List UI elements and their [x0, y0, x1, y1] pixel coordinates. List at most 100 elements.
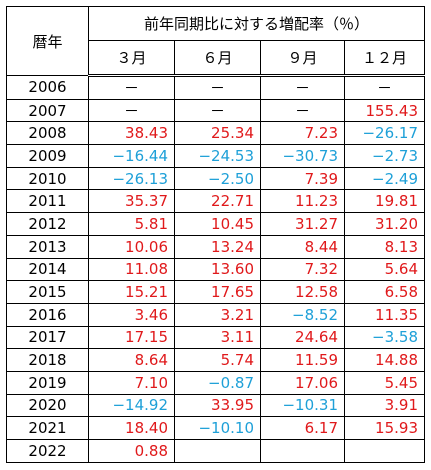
value-cell: 8.64 [88, 348, 175, 372]
value-cell: 38.43 [88, 121, 175, 146]
table-row: 2016 3.46 3.21 −8.52 11.35 [6, 302, 425, 327]
empty-cell [344, 439, 425, 463]
value-cell: 5.64 [344, 257, 425, 282]
year-cell: 2010 [6, 166, 89, 191]
value-cell: － [174, 75, 261, 100]
value-cell: 10.06 [88, 234, 175, 259]
value-cell: 35.37 [88, 189, 175, 214]
value-cell: 5.45 [344, 370, 425, 395]
year-cell: 2014 [6, 257, 89, 282]
value-cell: 155.43 [344, 98, 425, 123]
year-cell: 2007 [6, 98, 89, 123]
value-cell: 11.35 [344, 302, 425, 327]
value-cell: 24.64 [260, 325, 345, 350]
value-cell: 11.08 [88, 257, 175, 282]
value-cell: −26.17 [344, 121, 425, 146]
value-cell: 15.93 [344, 416, 425, 440]
value-cell: 7.39 [260, 166, 345, 191]
year-cell: 2018 [6, 348, 89, 372]
value-cell: － [344, 75, 425, 100]
value-cell: 33.95 [174, 393, 261, 418]
year-cell: 2021 [6, 416, 89, 440]
value-cell: 7.32 [260, 257, 345, 282]
value-cell: −26.13 [88, 166, 175, 191]
value-cell: 12.58 [260, 280, 345, 304]
year-cell: 2006 [6, 75, 89, 100]
year-cell: 2013 [6, 234, 89, 259]
table-row: 2015 15.21 17.65 12.58 6.58 [6, 280, 425, 304]
empty-cell [174, 439, 261, 463]
table-row: 2017 17.15 3.11 24.64 −3.58 [6, 325, 425, 350]
value-cell: −24.53 [174, 144, 261, 168]
value-cell: 17.06 [260, 370, 345, 395]
value-cell: −2.50 [174, 166, 261, 191]
value-cell: 3.46 [88, 302, 175, 327]
value-cell: 14.88 [344, 348, 425, 372]
year-cell: 2015 [6, 280, 89, 304]
value-cell: −2.73 [344, 144, 425, 168]
value-cell: 22.71 [174, 189, 261, 214]
year-cell: 2019 [6, 370, 89, 395]
table-row: 2020 −14.92 33.95 −10.31 3.91 [6, 393, 425, 418]
value-cell: −14.92 [88, 393, 175, 418]
column-header: ６月 [174, 40, 261, 77]
value-cell: 18.40 [88, 416, 175, 440]
value-cell: 7.23 [260, 121, 345, 146]
value-cell: −10.10 [174, 416, 261, 440]
table-row: 2013 10.06 13.24 8.44 8.13 [6, 234, 425, 259]
column-header: ９月 [260, 40, 345, 77]
value-cell: － [260, 98, 345, 123]
table-row: 2009 −16.44 −24.53 −30.73 −2.73 [6, 144, 425, 168]
value-cell: 5.81 [88, 212, 175, 236]
value-cell: 17.65 [174, 280, 261, 304]
column-header: ３月 [88, 40, 175, 77]
table-row: 2014 11.08 13.60 7.32 5.64 [6, 257, 425, 282]
value-cell: － [88, 98, 175, 123]
group-header: 前年同期比に対する増配率（％） [88, 6, 425, 41]
value-cell: 3.21 [174, 302, 261, 327]
table-row: 2019 7.10 −0.87 17.06 5.45 [6, 370, 425, 395]
value-cell: 5.74 [174, 348, 261, 372]
value-cell: － [260, 75, 345, 100]
year-cell: 2011 [6, 189, 89, 214]
value-cell: 6.58 [344, 280, 425, 304]
value-cell: 15.21 [88, 280, 175, 304]
value-cell: 8.13 [344, 234, 425, 259]
value-cell: −8.52 [260, 302, 345, 327]
year-cell: 2016 [6, 302, 89, 327]
value-cell: 3.91 [344, 393, 425, 418]
year-cell: 2012 [6, 212, 89, 236]
year-cell: 2022 [6, 439, 89, 463]
value-cell: － [174, 98, 261, 123]
value-cell: −0.87 [174, 370, 261, 395]
value-cell: 7.10 [88, 370, 175, 395]
table-row: 2011 35.37 22.71 11.23 19.81 [6, 189, 425, 214]
table-row: 2012 5.81 10.45 31.27 31.20 [6, 212, 425, 236]
table-row: 2021 18.40 −10.10 6.17 15.93 [6, 416, 425, 440]
dividend-growth-table: 暦年 前年同期比に対する増配率（％） ３月 ６月 ９月 １２月 2006 －－－－ 200… [6, 6, 425, 463]
year-cell: 2008 [6, 121, 89, 146]
value-cell: −16.44 [88, 144, 175, 168]
table-row: 2010 −26.13 −2.50 7.39 −2.49 [6, 166, 425, 191]
value-cell: 3.11 [174, 325, 261, 350]
value-cell: 17.15 [88, 325, 175, 350]
table-row: 2018 8.64 5.74 11.59 14.88 [6, 348, 425, 372]
value-cell: 31.27 [260, 212, 345, 236]
value-cell: 25.34 [174, 121, 261, 146]
value-cell: −2.49 [344, 166, 425, 191]
table-row: 2006 －－－－ [6, 75, 425, 100]
value-cell: 19.81 [344, 189, 425, 214]
value-cell: −30.73 [260, 144, 345, 168]
value-cell: － [88, 75, 175, 100]
value-cell: 11.59 [260, 348, 345, 372]
value-cell: 8.44 [260, 234, 345, 259]
value-cell: 13.60 [174, 257, 261, 282]
column-header: １２月 [344, 40, 425, 77]
value-cell: 13.24 [174, 234, 261, 259]
year-header: 暦年 [6, 6, 89, 76]
table-row: 2008 38.43 25.34 7.23 −26.17 [6, 121, 425, 146]
empty-cell [260, 439, 345, 463]
table-row: 2007 －－－ 155.43 [6, 98, 425, 123]
value-cell: −10.31 [260, 393, 345, 418]
